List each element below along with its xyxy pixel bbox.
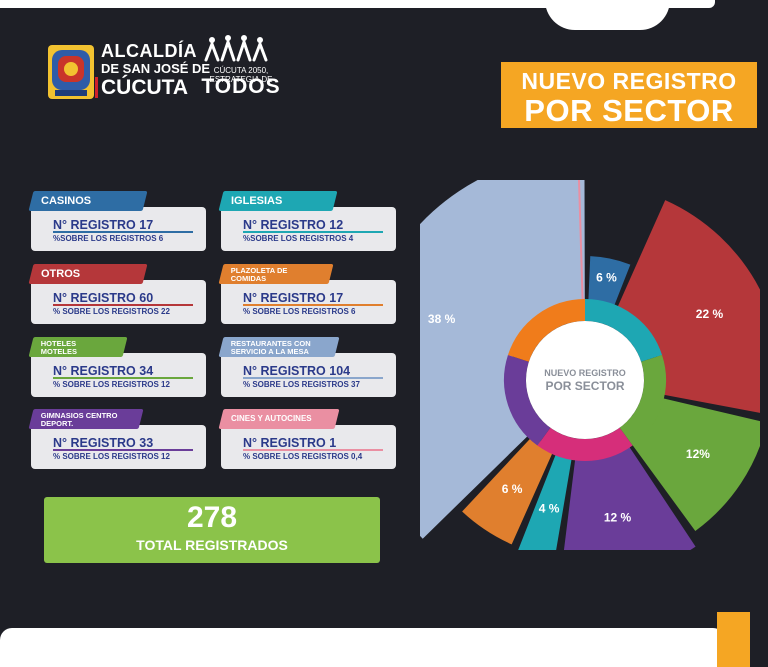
card-underline (243, 449, 383, 451)
card-tab: OTROS (28, 264, 148, 284)
card-count: N° REGISTRO 12 (243, 218, 344, 232)
todos-word: TODOS (201, 75, 281, 98)
card-box (31, 425, 206, 469)
top-white-bar (0, 0, 715, 8)
card-percent: %SOBRE LOS REGISTROS 4 (243, 234, 354, 243)
total-box: 278 TOTAL REGISTRADOS (44, 497, 380, 563)
card-count: N° REGISTRO 104 (243, 364, 351, 378)
card-count: N° REGISTRO 17 (243, 291, 344, 305)
card-underline (53, 449, 193, 451)
card-tab: CASINOS (28, 191, 148, 211)
pie-slice-label: 12 % (604, 510, 632, 524)
pie-slice-label: 6 % (502, 482, 523, 496)
card-tab: IGLESIAS (218, 191, 338, 211)
card-count: N° REGISTRO 1 (243, 436, 337, 450)
pie-slice (462, 435, 555, 545)
card-underline (243, 304, 383, 306)
card-box (31, 280, 206, 324)
card-tab: GIMNASIOS CENTRO DEPORT. (28, 409, 144, 429)
pie-slice (563, 443, 696, 550)
pie-slice (577, 180, 584, 309)
total-value: 278 (186, 501, 238, 534)
center-ring-segment (504, 354, 551, 446)
card-hoteles: HOTELES MOTELES N° REGISTRO 34 % SOBRE L… (28, 337, 206, 399)
pie-slice (629, 397, 760, 532)
card-underline (53, 377, 193, 379)
title-banner: NUEVO REGISTRO POR SECTOR (501, 62, 757, 128)
card-box (221, 207, 396, 251)
pie-slice (615, 200, 760, 413)
center-label: POR SECTOR (545, 379, 624, 393)
card-box (221, 280, 396, 324)
alcaldia-logo-text: ALCALDÍA DE SAN JOSÉ DE CÚCUTA (95, 41, 211, 98)
alcaldia-line-1: ALCALDÍA (101, 41, 197, 61)
card-percent: %SOBRE LOS REGISTROS 6 (53, 234, 164, 243)
bottom-white-bar (0, 628, 725, 667)
bottom-orange-bar (717, 612, 750, 667)
city-shield-icon (48, 45, 94, 99)
center-ring-segment (537, 427, 633, 461)
card-count: N° REGISTRO 33 (53, 436, 154, 450)
title-line-2: POR SECTOR (524, 93, 734, 128)
card-label: OTROS (41, 268, 81, 280)
card-restaurantes: RESTAURANTES CON SERVICIO A LA MESA N° R… (218, 337, 396, 399)
card-gimnasios: GIMNASIOS CENTRO DEPORT. N° REGISTRO 33 … (28, 409, 206, 471)
card-tab: CINES Y AUTOCINES (218, 409, 340, 429)
card-percent: % SOBRE LOS REGISTROS 12 (53, 452, 170, 461)
pie-slice-label: 6 % (596, 270, 617, 284)
center-disc (526, 321, 644, 439)
title-line-1: NUEVO REGISTRO (521, 68, 737, 94)
card-label: PLAZOLETA DE COMIDAS (230, 266, 288, 283)
pie-slice-label: 22 % (696, 307, 724, 321)
center-ring-segment (619, 354, 666, 446)
card-casinos: CASINOS N° REGISTRO 17 %SOBRE LOS REGIST… (28, 191, 206, 253)
card-box (31, 353, 206, 397)
card-underline (53, 231, 193, 233)
card-plazoleta: PLAZOLETA DE COMIDAS N° REGISTRO 17 % SO… (218, 264, 396, 326)
card-tab: RESTAURANTES CON SERVICIO A LA MESA (218, 337, 340, 357)
center-ring-segment (584, 299, 663, 363)
sector-pie-chart: 6 %22 %12%12 %4 %6 %38 %0 %NUEVO REGISTR… (420, 180, 760, 550)
card-box (221, 425, 396, 469)
card-box (31, 207, 206, 251)
alcaldia-line-2: DE SAN JOSÉ DE (101, 61, 211, 76)
pie-slice-label: 12% (686, 447, 710, 461)
card-label: GIMNASIOS CENTRO DEPORT. (40, 411, 118, 428)
card-tab: HOTELES MOTELES (28, 337, 128, 357)
center-ring-segment (507, 299, 586, 363)
card-label: RESTAURANTES CON SERVICIO A LA MESA (230, 339, 311, 356)
card-box (221, 353, 396, 397)
todos-figures-icon (204, 35, 268, 62)
card-percent: % SOBRE LOS REGISTROS 12 (53, 380, 170, 389)
total-label: TOTAL REGISTRADOS (136, 537, 288, 553)
card-label: CASINOS (41, 195, 92, 207)
pie-slice (518, 450, 573, 550)
card-otros: OTROS N° REGISTRO 60 % SOBRE LOS REGISTR… (28, 264, 206, 326)
card-count: N° REGISTRO 34 (53, 364, 154, 378)
card-label: CINES Y AUTOCINES (231, 414, 312, 423)
card-underline (243, 377, 383, 379)
pie-slice (420, 180, 585, 539)
pie-slice (588, 256, 631, 310)
card-percent: % SOBRE LOS REGISTROS 6 (243, 307, 356, 316)
todos-subtitle: CÚCUTA 2050, ESTRATEGIA DE (209, 66, 273, 84)
card-underline (243, 231, 383, 233)
card-cines: CINES Y AUTOCINES N° REGISTRO 1 % SOBRE … (218, 409, 396, 471)
card-underline (53, 304, 193, 306)
card-percent: % SOBRE LOS REGISTROS 0,4 (243, 452, 363, 461)
card-label: IGLESIAS (231, 195, 283, 207)
alcaldia-line-3: CÚCUTA (95, 77, 210, 98)
card-label: HOTELES MOTELES (40, 339, 78, 356)
card-tab: PLAZOLETA DE COMIDAS (218, 264, 334, 284)
card-count: N° REGISTRO 17 (53, 218, 154, 232)
center-label: NUEVO REGISTRO (544, 368, 626, 378)
top-white-tab (545, 0, 670, 30)
card-percent: % SOBRE LOS REGISTROS 37 (243, 380, 360, 389)
pie-slice-label: 4 % (539, 501, 560, 515)
card-percent: % SOBRE LOS REGISTROS 22 (53, 307, 170, 316)
pie-slice-label: 38 % (428, 312, 456, 326)
card-iglesias: IGLESIAS N° REGISTRO 12 %SOBRE LOS REGIS… (218, 191, 396, 253)
card-count: N° REGISTRO 60 (53, 291, 154, 305)
